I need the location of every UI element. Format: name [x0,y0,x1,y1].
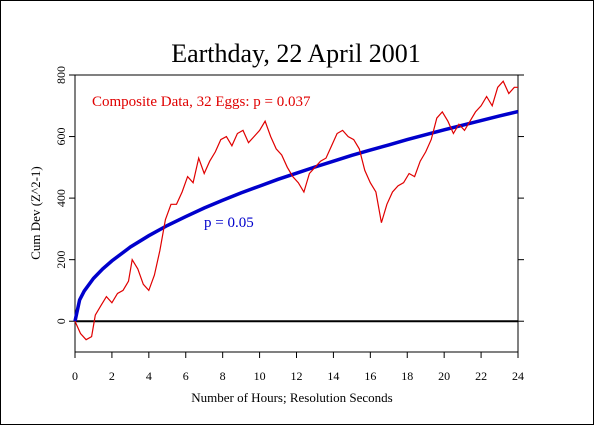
x-axis: 0 2 4 6 8 10 12 14 16 18 20 22 24 [72,352,524,383]
y-tick-label: 800 [54,66,68,84]
y-tick-label: 400 [54,189,68,207]
series-line-red [74,80,518,341]
y-tick-label: 600 [54,128,68,146]
chart-title: Earthday, 22 April 2001 [171,39,421,68]
plot-area [74,74,519,353]
x-tick-label: 2 [109,369,115,383]
annotation-threshold: p = 0.05 [204,215,254,231]
x-tick-label: 24 [512,369,524,383]
y-axis: 0 200 400 600 800 [54,66,524,324]
x-tick-label: 8 [220,369,226,383]
y-tick-label: 200 [54,251,68,269]
x-tick-label: 10 [254,369,266,383]
x-tick-label: 20 [438,369,450,383]
y-axis-label: Cum Dev (Z^2-1) [28,166,43,259]
x-tick-label: 6 [183,369,189,383]
x-tick-label: 0 [72,369,78,383]
series-line-blue [73,109,519,322]
x-tick-label: 14 [327,369,339,383]
x-axis-label: Number of Hours; Resolution Seconds [191,390,392,405]
x-tick-label: 18 [401,369,413,383]
x-tick-label: 16 [364,369,376,383]
y-tick-label: 0 [54,318,68,324]
x-tick-label: 22 [475,369,487,383]
x-tick-label: 12 [291,369,303,383]
annotation-composite: Composite Data, 32 Eggs: p = 0.037 [92,94,311,110]
x-tick-label: 4 [146,369,152,383]
